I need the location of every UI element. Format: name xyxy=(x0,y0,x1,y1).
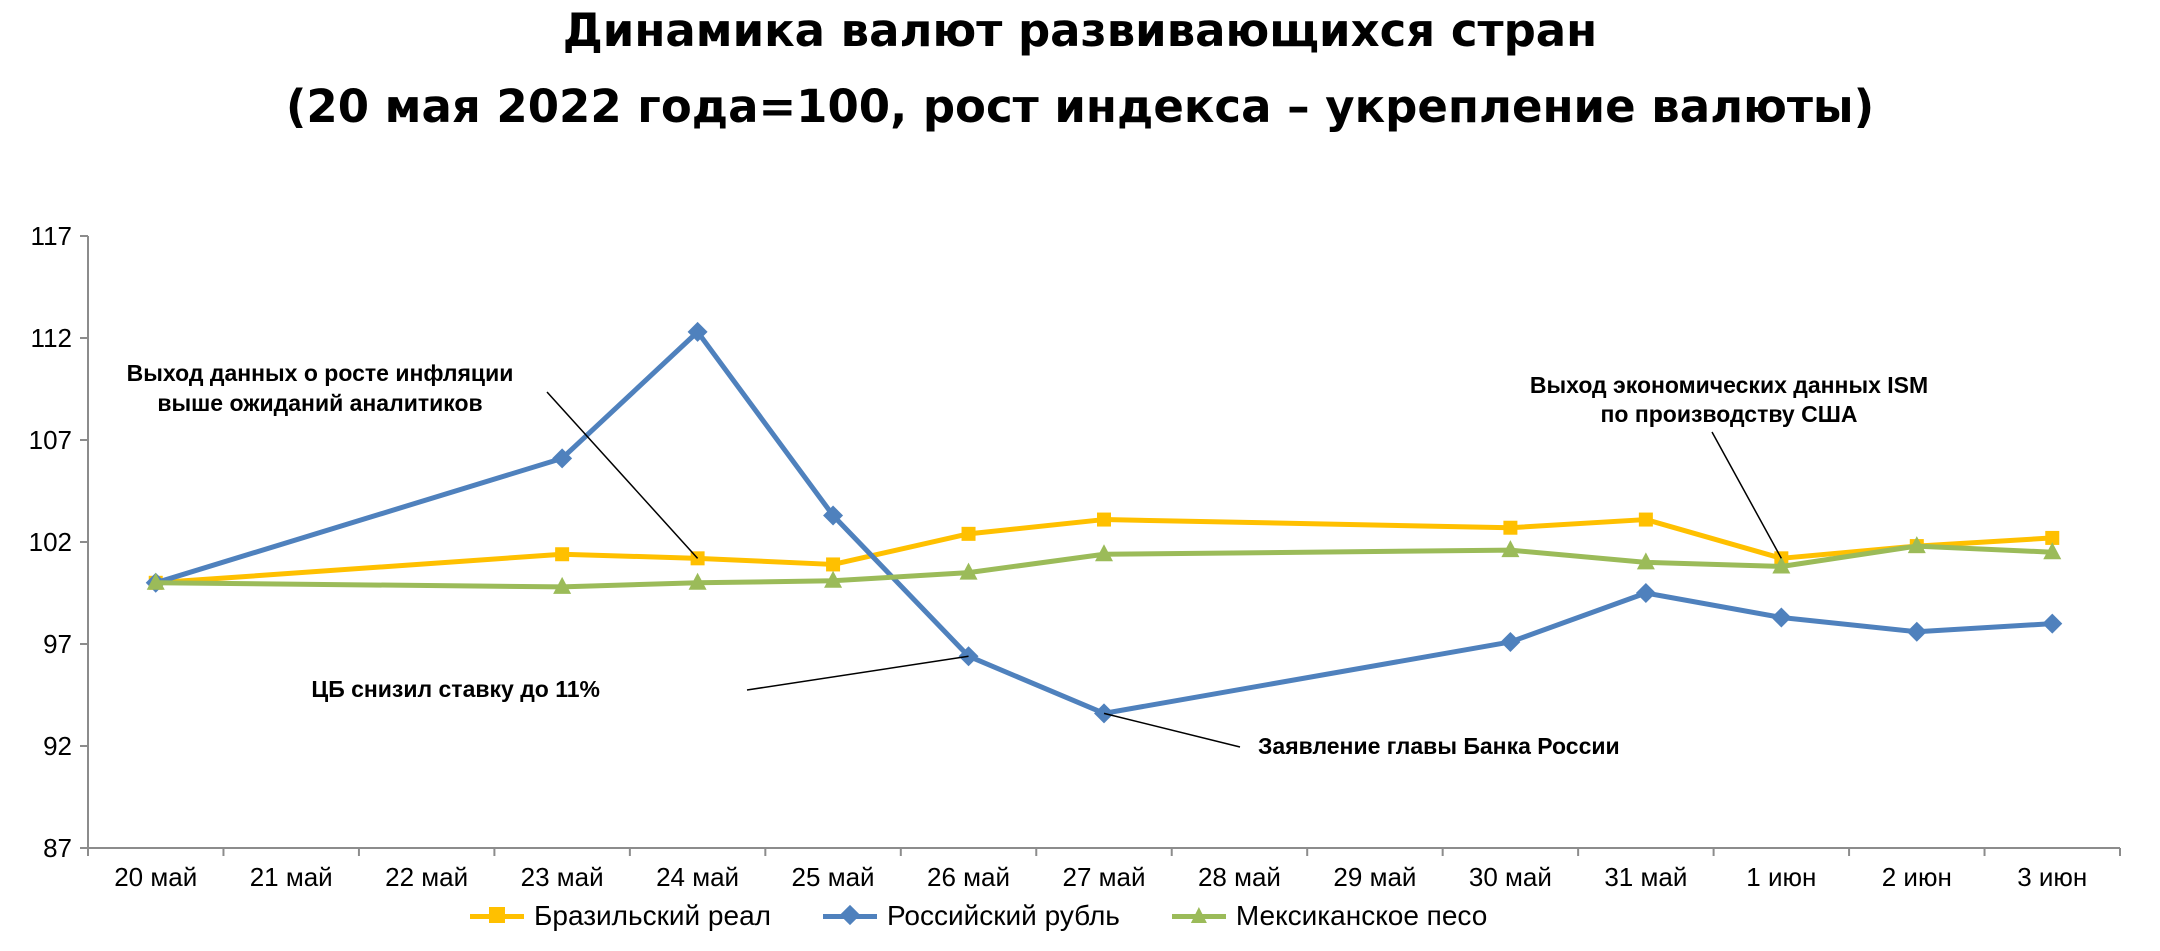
x-tick-label: 22 май xyxy=(385,862,468,892)
x-tick-label: 29 май xyxy=(1333,862,1416,892)
data-point xyxy=(555,547,570,562)
annotation-text: выше ожиданий аналитиков xyxy=(157,390,482,416)
x-tick-label: 23 май xyxy=(521,862,604,892)
y-tick-label: 112 xyxy=(31,323,72,353)
data-point xyxy=(1635,583,1656,603)
data-point xyxy=(553,576,572,594)
x-tick-label: 20 май xyxy=(114,862,197,892)
y-tick-label: 87 xyxy=(43,833,72,863)
legend-item: Бразильский реал xyxy=(470,900,771,932)
y-tick-label: 102 xyxy=(29,527,72,557)
y-tick-label: 97 xyxy=(43,629,72,659)
data-point xyxy=(2042,613,2063,634)
data-point xyxy=(824,570,843,588)
annotation-text: Выход экономических данных ISM xyxy=(1530,372,1928,398)
annotation-text: Заявление главы Банка России xyxy=(1258,733,1620,759)
legend-swatch-mxn xyxy=(1171,904,1226,928)
legend-swatch-rub xyxy=(822,904,877,928)
y-tick-label: 92 xyxy=(43,731,72,761)
data-point xyxy=(688,572,707,590)
legend-label: Бразильский реал xyxy=(534,900,771,931)
x-tick-label: 31 май xyxy=(1604,862,1687,892)
data-point xyxy=(1771,607,1792,628)
legend-swatch-brl xyxy=(470,904,524,928)
x-tick-label: 27 май xyxy=(1062,862,1145,892)
data-point xyxy=(1907,536,1926,554)
y-tick-label: 117 xyxy=(31,221,72,251)
x-tick-label: 28 май xyxy=(1198,862,1281,892)
data-point xyxy=(823,505,844,526)
x-tick-label: 1 июн xyxy=(1746,862,1816,892)
data-point xyxy=(826,557,841,572)
data-point xyxy=(1097,512,1111,527)
data-point xyxy=(1638,512,1653,527)
x-tick-label: 21 май xyxy=(250,862,333,892)
annotation-leader xyxy=(1103,712,1241,748)
x-tick-label: 3 июн xyxy=(2017,862,2087,892)
data-point xyxy=(1500,631,1521,652)
legend-item: Российский рубль xyxy=(822,900,1120,932)
data-point xyxy=(146,572,165,590)
data-point xyxy=(959,562,978,580)
legend-label: Российский рубль xyxy=(886,900,1120,931)
legend-item: Мексиканское песо xyxy=(1171,900,1488,932)
legend: Бразильский реал Российский рубль Мексик… xyxy=(470,900,1487,932)
chart-subtitle: (20 мая 2022 года=100, рост индекса – ук… xyxy=(285,80,1875,133)
x-tick-label: 25 май xyxy=(792,862,875,892)
chart-title: Динамика валют развивающихся стран xyxy=(562,4,1598,57)
data-point xyxy=(1503,520,1518,535)
x-tick-label: 24 май xyxy=(656,862,739,892)
data-point xyxy=(1906,621,1927,642)
annotation-leader xyxy=(546,391,699,559)
data-point xyxy=(2045,530,2060,545)
annotation-text: Выход данных о росте инфляции xyxy=(127,360,514,386)
y-tick-label: 107 xyxy=(29,425,72,455)
annotation-leader xyxy=(1711,431,1782,559)
data-point xyxy=(1501,540,1520,558)
x-tick-label: 26 май xyxy=(927,862,1010,892)
x-tick-label: 2 июн xyxy=(1882,862,1952,892)
annotation-text: ЦБ снизил ставку до 11% xyxy=(311,676,600,702)
x-tick-label: 30 май xyxy=(1469,862,1552,892)
data-point xyxy=(552,448,573,469)
data-point xyxy=(1095,544,1113,562)
data-point xyxy=(961,526,976,541)
data-point xyxy=(2043,542,2062,560)
annotation-text: по производству США xyxy=(1601,401,1858,427)
annotation-leader xyxy=(746,655,969,691)
legend-label: Мексиканское песо xyxy=(1235,900,1488,931)
data-point xyxy=(1636,552,1655,570)
data-point xyxy=(687,321,708,342)
data-point xyxy=(1772,556,1791,574)
